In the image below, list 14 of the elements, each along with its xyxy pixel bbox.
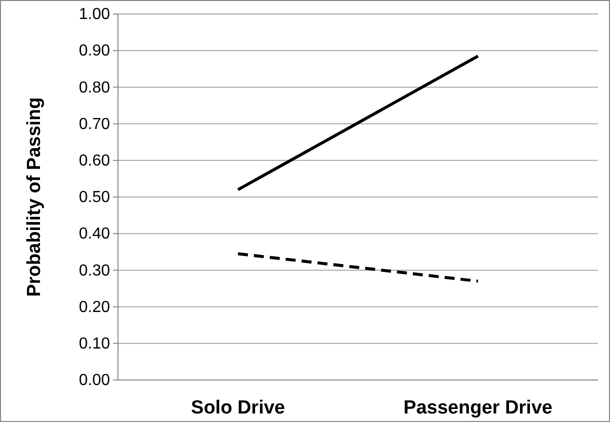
x-tick-label: Solo Drive <box>191 397 285 418</box>
y-tick-label: 0.10 <box>78 336 110 353</box>
y-tick-label: 0.00 <box>78 372 110 390</box>
y-tick-label: 0.50 <box>78 189 110 206</box>
y-tick-label: 0.80 <box>78 79 110 96</box>
y-tick-label: 0.30 <box>78 262 110 280</box>
y-tick-label: 0.40 <box>78 226 110 243</box>
y-tick-label: 0.60 <box>78 152 110 170</box>
y-tick-label: 0.70 <box>78 116 110 133</box>
y-axis-title: Probability of Passing <box>24 97 45 297</box>
y-tick-label: 0.20 <box>78 298 110 316</box>
y-tick-label: 0.90 <box>78 42 110 60</box>
y-tick-label: 1.00 <box>78 6 110 24</box>
x-tick-label: Passenger Drive <box>404 397 552 418</box>
